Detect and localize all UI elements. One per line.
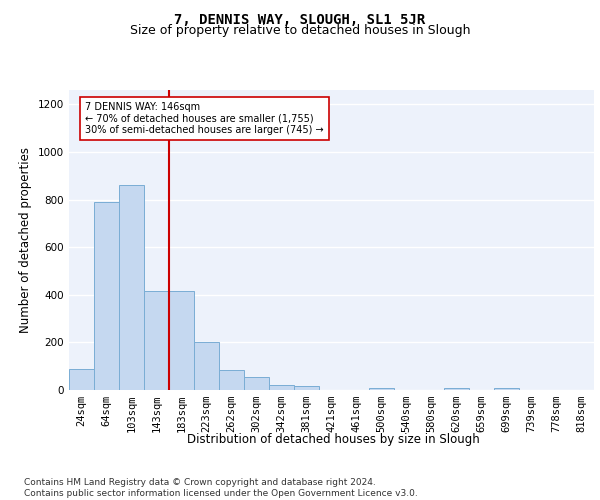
Bar (194, 342, 219, 390)
Text: Distribution of detached houses by size in Slough: Distribution of detached houses by size … (187, 432, 479, 446)
Bar (269, 385, 294, 390)
Bar (369, 388, 394, 390)
Text: Contains HM Land Registry data © Crown copyright and database right 2024.
Contai: Contains HM Land Registry data © Crown c… (24, 478, 418, 498)
Text: 7 DENNIS WAY: 146sqm
← 70% of detached houses are smaller (1,755)
30% of semi-de: 7 DENNIS WAY: 146sqm ← 70% of detached h… (85, 102, 324, 135)
Bar (244, 377, 269, 390)
Bar (169, 291, 194, 390)
Bar (119, 185, 144, 390)
Y-axis label: Number of detached properties: Number of detached properties (19, 147, 32, 333)
Bar (494, 388, 519, 390)
Bar (144, 291, 169, 390)
Bar (444, 388, 469, 390)
Text: 7, DENNIS WAY, SLOUGH, SL1 5JR: 7, DENNIS WAY, SLOUGH, SL1 5JR (175, 12, 425, 26)
Bar (294, 386, 319, 390)
Bar (219, 370, 244, 390)
Bar (94, 202, 119, 390)
Bar (69, 368, 94, 390)
Text: Size of property relative to detached houses in Slough: Size of property relative to detached ho… (130, 24, 470, 37)
